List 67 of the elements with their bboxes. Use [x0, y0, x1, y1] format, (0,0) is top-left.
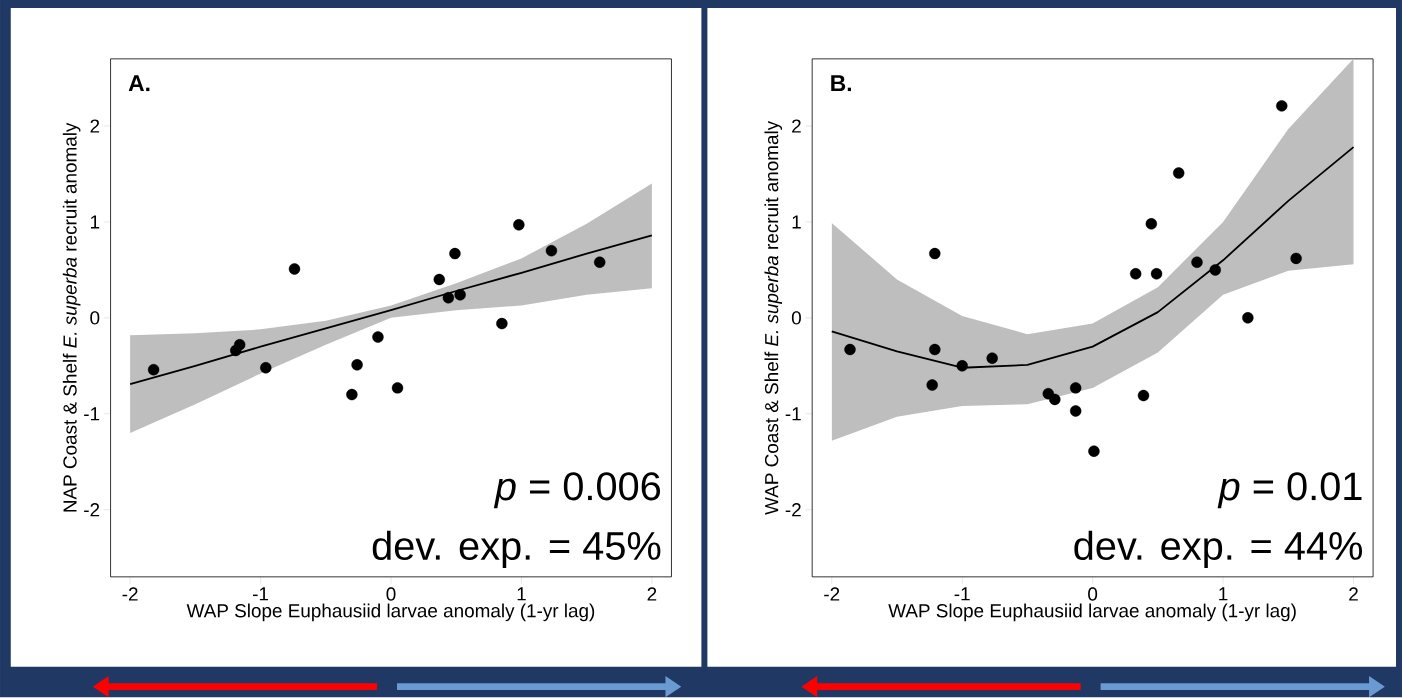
point [929, 248, 941, 260]
y-axis-title: NAP Coast & Shelf E. superba recruit anomaly [62, 122, 81, 512]
point [1129, 268, 1142, 280]
y-tick-label: 1 [90, 215, 100, 229]
point [442, 292, 455, 304]
annotation: dev. exp. = 44% [1074, 531, 1362, 569]
point [986, 352, 998, 365]
x-axis-title: WAP Slope Euphausiid larvae anomaly (1-yr lag) [888, 603, 1296, 622]
point [1173, 167, 1185, 179]
point [513, 219, 525, 231]
y-tick-label: -1 [785, 407, 801, 421]
point [844, 344, 856, 356]
point [545, 245, 558, 257]
y-tick-label: -1 [84, 407, 100, 421]
point [1137, 390, 1150, 402]
point [594, 256, 606, 269]
point [454, 289, 466, 301]
point [449, 248, 461, 260]
text: A. [128, 75, 150, 92]
x-tick-label: 2 [1349, 587, 1358, 601]
point [926, 379, 938, 391]
point [351, 359, 363, 371]
y-tick-label: 2 [792, 119, 801, 133]
x-tick-label: 2 [647, 587, 657, 601]
annotation: dev. exp. = 45% [372, 531, 661, 569]
point [346, 389, 358, 401]
x-tick-label: 0 [1088, 587, 1098, 601]
point [1209, 264, 1221, 276]
point [234, 339, 246, 351]
y-tick-label: 0 [791, 311, 801, 325]
point [433, 273, 445, 286]
y-tick-label: 0 [90, 311, 100, 325]
x-axis-title: WAP Slope Euphausiid larvae anomaly (1-yr lag) [186, 603, 595, 622]
point [1191, 256, 1203, 269]
point [288, 263, 301, 275]
y-tick-label: -2 [785, 503, 801, 517]
point [260, 362, 272, 374]
point [1150, 268, 1163, 280]
x-tick-label: -2 [824, 587, 840, 601]
point [1242, 312, 1254, 324]
point [1276, 100, 1288, 112]
point [372, 331, 384, 343]
x-tick-label: 1 [517, 587, 526, 601]
y-axis-title: WAP Coast & Shelf E. superba recruit anomaly [764, 121, 783, 516]
x-tick-label: -1 [253, 587, 269, 601]
point [956, 360, 968, 372]
point [1069, 382, 1082, 394]
annotation: p = 0.01 [1217, 472, 1362, 509]
point [147, 364, 160, 376]
x-tick-label: -1 [954, 587, 970, 601]
x-tick-label: -2 [122, 587, 138, 601]
y-tick-label: -2 [84, 503, 100, 517]
point [1049, 393, 1061, 406]
point [1290, 252, 1302, 265]
point [391, 382, 404, 394]
point [1145, 218, 1158, 230]
point [496, 318, 508, 330]
annotation: p = 0.006 [493, 472, 661, 509]
point [1069, 405, 1082, 417]
y-tick-label: 2 [90, 119, 100, 133]
point [929, 344, 941, 356]
line-series [129, 234, 653, 386]
text: B. [831, 75, 852, 92]
x-tick-label: 0 [386, 587, 396, 601]
y-tick-label: 1 [792, 215, 801, 229]
point [1088, 445, 1100, 458]
x-tick-label: 1 [1219, 587, 1228, 601]
